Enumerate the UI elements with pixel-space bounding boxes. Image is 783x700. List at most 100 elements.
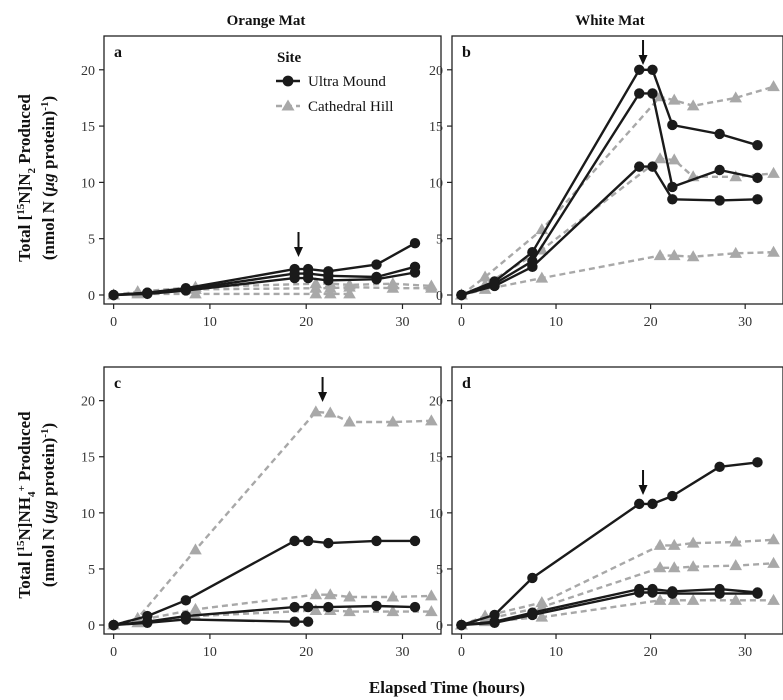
- x-tick-label: 10: [203, 315, 217, 330]
- series-line-ultra-mound: [113, 539, 415, 627]
- series-line-cathedral-hill: [113, 609, 432, 627]
- y-axis-title-bottom: Total [15N]NH4+ Produced: [15, 411, 38, 599]
- point-cathedral-hill: [686, 560, 700, 572]
- point-ultra-mound: [634, 587, 645, 598]
- point-cathedral-hill: [309, 588, 323, 600]
- panel-a-frame: [103, 35, 442, 305]
- x-tick-label: 0: [458, 315, 465, 330]
- point-ultra-mound: [108, 619, 119, 631]
- point-cathedral-hill: [309, 603, 323, 615]
- panel-letter-b: b: [462, 44, 471, 61]
- y-tick-label: 15: [429, 120, 443, 135]
- point-cathedral-hill: [767, 556, 780, 568]
- x-tick-label: 30: [738, 315, 752, 330]
- y-tick-label: 0: [88, 289, 95, 304]
- point-cathedral-hill: [386, 415, 400, 427]
- point-cathedral-hill: [686, 250, 700, 262]
- series-line-cathedral-hill: [460, 85, 774, 296]
- series-line-ultra-mound: [113, 271, 416, 297]
- point-cathedral-hill: [189, 602, 202, 614]
- point-ultra-mound: [667, 194, 678, 205]
- point-ultra-mound: [409, 267, 421, 278]
- x-tick-label: 10: [203, 645, 217, 660]
- y-tick-label: 10: [429, 176, 443, 191]
- y-tick-label: 0: [436, 619, 443, 634]
- point-cathedral-hill: [323, 281, 337, 293]
- series-line-ultra-mound: [461, 461, 758, 627]
- y-tick-label: 5: [436, 233, 443, 248]
- y-axis-unit-bottom: (nmol N (μg protein)-1): [39, 423, 58, 587]
- point-cathedral-hill: [309, 287, 323, 299]
- legend-label-cathedral-hill: Cathedral Hill: [308, 99, 393, 115]
- point-cathedral-hill: [343, 590, 356, 602]
- point-ultra-mound: [647, 498, 658, 510]
- series-line-ultra-mound: [461, 587, 758, 627]
- arrow-head: [318, 392, 328, 402]
- point-cathedral-hill: [343, 605, 356, 617]
- point-ultra-mound: [752, 588, 763, 599]
- point-cathedral-hill: [189, 543, 202, 555]
- point-cathedral-hill: [686, 593, 700, 605]
- x-tick-label: 20: [299, 645, 313, 660]
- panel-letter-a: a: [114, 44, 122, 61]
- point-cathedral-hill: [323, 406, 337, 418]
- point-ultra-mound: [527, 609, 538, 621]
- x-tick-label: 0: [110, 645, 117, 660]
- point-cathedral-hill: [535, 610, 549, 622]
- point-ultra-mound: [667, 490, 678, 502]
- point-cathedral-hill: [189, 287, 202, 299]
- series-line-ultra-mound: [113, 242, 416, 297]
- point-ultra-mound: [302, 272, 314, 284]
- point-ultra-mound: [714, 164, 725, 176]
- point-cathedral-hill: [425, 605, 438, 617]
- point-cathedral-hill: [729, 91, 743, 103]
- point-ultra-mound: [752, 457, 763, 468]
- point-cathedral-hill: [343, 415, 356, 427]
- point-ultra-mound: [302, 535, 314, 547]
- x-tick-label: 30: [395, 645, 409, 660]
- arrow-head: [293, 247, 303, 257]
- point-ultra-mound: [634, 498, 645, 510]
- point-ultra-mound: [634, 88, 645, 99]
- point-ultra-mound: [180, 595, 192, 606]
- point-ultra-mound: [456, 619, 467, 631]
- point-ultra-mound: [647, 587, 658, 598]
- x-tick-label: 30: [738, 645, 752, 660]
- point-ultra-mound: [142, 288, 153, 300]
- point-cathedral-hill: [729, 593, 743, 605]
- point-cathedral-hill: [667, 249, 681, 261]
- x-tick-label: 20: [299, 315, 313, 330]
- point-cathedral-hill: [386, 605, 400, 617]
- y-tick-label: 15: [81, 120, 95, 135]
- y-tick-label: 15: [81, 451, 95, 466]
- point-ultra-mound: [409, 601, 421, 613]
- point-ultra-mound: [647, 64, 658, 75]
- y-tick-label: 5: [436, 563, 443, 578]
- y-axis-title-top: Total [15N]N2 Produced: [15, 94, 38, 262]
- x-tick-label: 30: [395, 315, 409, 330]
- point-ultra-mound: [527, 247, 538, 258]
- point-cathedral-hill: [323, 287, 337, 299]
- point-ultra-mound: [371, 535, 382, 547]
- point-cathedral-hill: [653, 152, 667, 164]
- panel-letter-c: c: [114, 375, 121, 392]
- point-ultra-mound: [634, 161, 645, 172]
- legend-title: Site: [277, 50, 302, 66]
- point-cathedral-hill: [478, 270, 492, 282]
- point-ultra-mound: [647, 88, 658, 99]
- point-ultra-mound: [634, 64, 645, 75]
- point-ultra-mound: [371, 600, 382, 612]
- y-tick-label: 20: [429, 395, 443, 410]
- panel-d-frame: [451, 366, 783, 635]
- y-tick-label: 10: [81, 176, 95, 191]
- point-ultra-mound: [752, 194, 763, 205]
- panel-b-frame: [451, 35, 783, 305]
- point-ultra-mound: [289, 272, 300, 284]
- point-ultra-mound: [714, 128, 725, 140]
- point-ultra-mound: [289, 601, 300, 613]
- point-cathedral-hill: [309, 281, 323, 293]
- point-cathedral-hill: [686, 99, 700, 111]
- legend-label-ultra-mound: Ultra Mound: [308, 74, 386, 90]
- point-cathedral-hill: [653, 538, 667, 550]
